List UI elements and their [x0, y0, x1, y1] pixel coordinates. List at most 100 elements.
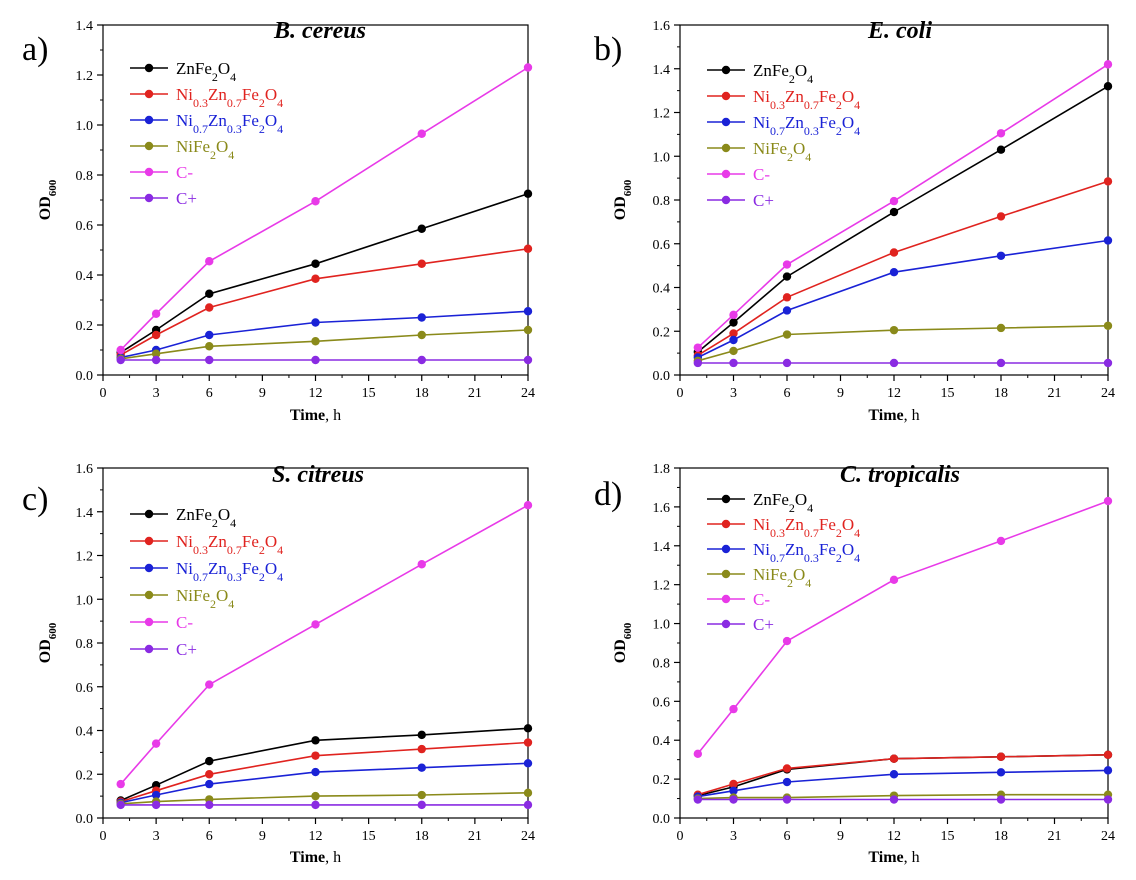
legend-swatch-marker — [721, 65, 731, 75]
legend-label: Ni0.7Zn0.3Fe2O4 — [753, 540, 860, 565]
panel-label: c) — [22, 481, 48, 518]
x-tick-label: 6 — [784, 829, 791, 844]
y-axis-label: OD600 — [612, 622, 634, 663]
y-tick-label: 0.8 — [76, 637, 94, 652]
x-tick-label: 18 — [415, 386, 429, 401]
data-point-Ni0.7Zn0.3Fe2O4 — [1103, 236, 1113, 245]
series-line-C- — [120, 504, 529, 785]
data-point-Ni0.7Zn0.3Fe2O4 — [417, 313, 426, 322]
y-tick-label: 1.4 — [76, 506, 94, 521]
data-point-NiFe2O4 — [889, 325, 899, 335]
x-tick-label: 0 — [100, 829, 107, 844]
data-point-C+ — [693, 358, 703, 368]
x-tick-label: 3 — [153, 386, 160, 401]
data-point-C- — [1103, 60, 1113, 69]
x-tick-label: 9 — [837, 386, 844, 401]
legend-label: Ni0.7Zn0.3Fe2O4 — [176, 559, 283, 584]
legend: ZnFe2O4Ni0.3Zn0.7Fe2O4Ni0.7Zn0.3Fe2O4NiF… — [130, 59, 283, 208]
x-tick-label: 0 — [677, 829, 684, 844]
legend: ZnFe2O4Ni0.3Zn0.7Fe2O4Ni0.7Zn0.3Fe2O4NiF… — [707, 490, 860, 634]
data-point-C+ — [729, 795, 738, 804]
data-point-Ni0.3Zn0.7Fe2O4 — [729, 779, 738, 789]
y-tick-label: 0.2 — [653, 325, 671, 340]
data-point-C+ — [782, 795, 792, 804]
y-tick-label: 0.0 — [76, 369, 94, 384]
y-tick-label: 1.6 — [653, 19, 671, 34]
x-tick-label: 12 — [887, 386, 901, 401]
data-point-NiFe2O4 — [523, 325, 533, 335]
y-tick-label: 0.0 — [76, 812, 94, 827]
x-axis-label: Time, h — [290, 407, 341, 424]
y-tick-label: 1.0 — [653, 618, 671, 633]
legend-swatch-marker — [144, 644, 154, 654]
data-point-C- — [693, 343, 703, 352]
data-point-Ni0.3Zn0.7Fe2O4 — [205, 770, 214, 779]
data-point-C- — [729, 704, 738, 714]
data-point-ZnFe2O4 — [782, 272, 792, 281]
y-tick-label: 0.6 — [653, 695, 671, 710]
panel-b: 0 3 6 9 12 15 18 21 24 0.0 0.2 0.4 0.6 0.8 1.0 1.2 1.4 1.… — [594, 18, 1115, 424]
data-point-NiFe2O4 — [417, 790, 426, 800]
data-point-Ni0.7Zn0.3Fe2O4 — [889, 770, 899, 779]
data-point-Ni0.3Zn0.7Fe2O4 — [729, 329, 738, 338]
x-tick-label: 3 — [730, 386, 737, 401]
data-point-NiFe2O4 — [417, 330, 426, 340]
legend-label: C- — [176, 613, 193, 632]
legend-swatch-marker — [721, 494, 731, 504]
data-point-Ni0.3Zn0.7Fe2O4 — [889, 754, 899, 763]
y-tick-label: 0.0 — [653, 369, 671, 384]
legend-label: Ni0.3Zn0.7Fe2O4 — [176, 85, 283, 110]
legend-label: Ni0.7Zn0.3Fe2O4 — [176, 111, 283, 136]
data-point-ZnFe2O4 — [889, 207, 899, 217]
series-line-Ni0.7Zn0.3Fe2O4 — [697, 239, 1109, 359]
y-tick-label: 1.2 — [76, 69, 94, 84]
panel-label: b) — [594, 31, 622, 68]
data-point-C- — [151, 739, 161, 748]
series-line-NiFe2O4 — [697, 793, 1108, 800]
series-line-ZnFe2O4 — [120, 192, 529, 354]
legend-label: C+ — [753, 191, 774, 210]
legend-label: C+ — [176, 189, 197, 208]
data-point-C- — [417, 129, 426, 138]
legend-swatch-marker — [144, 617, 154, 627]
legend-swatch-marker — [144, 509, 154, 519]
data-point-C- — [523, 63, 533, 72]
data-point-NiFe2O4 — [996, 323, 1006, 333]
panel-label: a) — [22, 31, 48, 68]
x-tick-label: 21 — [1048, 386, 1062, 401]
y-axis-label: OD600 — [612, 179, 634, 220]
legend-swatch-marker — [721, 569, 731, 579]
x-tick-label: 12 — [309, 386, 323, 401]
y-tick-label: 0.0 — [653, 812, 671, 827]
chart-title: C. tropicalis — [840, 462, 960, 488]
y-tick-label: 0.2 — [653, 773, 671, 788]
data-point-Ni0.7Zn0.3Fe2O4 — [996, 251, 1006, 260]
data-point-C- — [311, 197, 320, 206]
y-tick-label: 1.6 — [76, 462, 94, 477]
data-point-C- — [996, 129, 1006, 138]
legend-swatch-marker — [144, 590, 154, 600]
data-point-C- — [996, 536, 1006, 546]
series-line-Ni0.3Zn0.7Fe2O4 — [697, 180, 1109, 356]
y-tick-label: 1.2 — [653, 579, 671, 594]
data-point-C+ — [151, 800, 161, 810]
legend-label: C+ — [753, 615, 774, 634]
data-point-C- — [311, 620, 320, 629]
series-line-NiFe2O4 — [120, 329, 529, 360]
series-line-Ni0.7Zn0.3Fe2O4 — [120, 310, 529, 359]
legend-swatch-marker — [144, 563, 154, 573]
y-tick-label: 0.4 — [653, 282, 671, 297]
legend-swatch-marker — [144, 193, 154, 203]
data-point-C- — [116, 345, 125, 355]
series-line-C- — [120, 66, 529, 351]
data-point-C+ — [996, 795, 1006, 804]
data-point-C+ — [523, 355, 533, 365]
data-point-Ni0.3Zn0.7Fe2O4 — [523, 738, 533, 747]
data-point-ZnFe2O4 — [311, 259, 320, 268]
legend-swatch-marker — [144, 89, 154, 99]
legend-swatch-marker — [721, 195, 731, 205]
x-tick-label: 12 — [887, 829, 901, 844]
series-line-ZnFe2O4 — [120, 727, 529, 802]
panel-d: 0 3 6 9 12 15 18 21 24 0.0 0.2 0.4 0.6 0.8 1.0 1.2 1.4 1.… — [594, 462, 1115, 866]
